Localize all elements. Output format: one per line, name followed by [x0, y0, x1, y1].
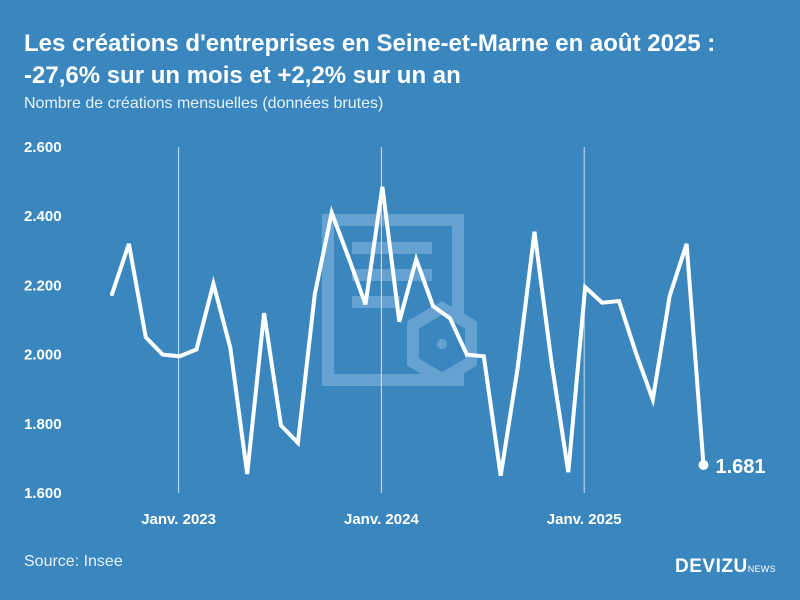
x-tick-label: Janv. 2023	[141, 511, 216, 528]
y-tick-label: 2.400	[24, 208, 62, 225]
brand-suffix: NEWS	[747, 564, 776, 574]
y-tick-label: 1.800	[24, 416, 62, 433]
x-tick-label: Janv. 2024	[344, 511, 419, 528]
brand-name: DEVIZU	[675, 556, 748, 577]
y-axis-ticks: 1.600 1.800 2.000 2.200 2.400 2.600	[24, 139, 62, 502]
y-tick-label: 2.000	[24, 347, 62, 364]
last-value-label: 1.681	[716, 456, 766, 478]
series-line	[110, 186, 706, 477]
brand-logo: DEVIZUNEWS	[675, 556, 776, 578]
y-tick-label: 1.600	[24, 485, 62, 502]
x-tick-label: Janv. 2025	[547, 511, 622, 528]
chart-title-line-1: Les créations d'entreprises en Seine-et-…	[24, 30, 716, 57]
chart-title: Les créations d'entreprises en Seine-et-…	[24, 28, 784, 92]
y-tick-label: 2.600	[24, 139, 62, 156]
chart-subtitle: Nombre de créations mensuelles (données …	[24, 95, 384, 112]
watermark-logo-icon	[322, 214, 477, 386]
y-tick-label: 2.200	[24, 277, 62, 294]
x-axis-ticks: Janv. 2023 Janv. 2024 Janv. 2025	[141, 511, 621, 528]
last-data-point	[698, 459, 709, 470]
chart-title-line-2: -27,6% sur un mois et +2,2% sur un an	[24, 62, 461, 89]
source-note: Source: Insee	[24, 553, 123, 570]
